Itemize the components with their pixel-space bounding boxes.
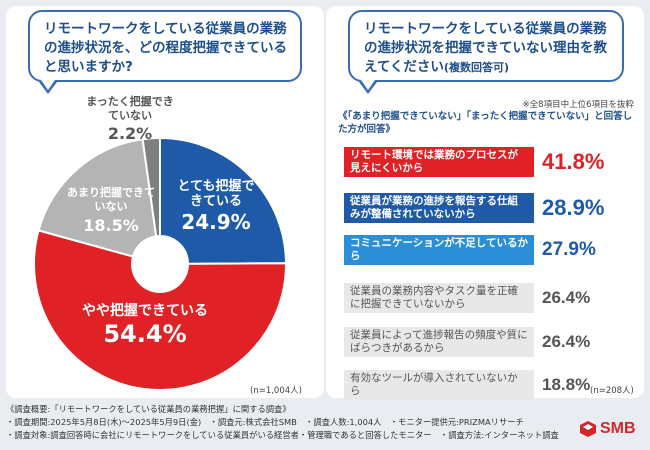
footer-line-3: ・調査対象:調査回答時に会社にリモートワークをしている従業員がいる経営者・管理職… bbox=[6, 430, 559, 440]
label-not-at-all-text: まったく把握できていない bbox=[86, 95, 174, 122]
label-not-much: あまり把握できていない 18.5% bbox=[66, 186, 156, 238]
slice-not-much bbox=[37, 138, 158, 258]
label-somewhat-text: やや把握できている bbox=[82, 303, 208, 319]
pie-n-note: (n=1,004人) bbox=[250, 386, 302, 396]
bar-row: 従業員の業務内容やタスク量を正確に把握できていないから 26.4% bbox=[344, 282, 590, 314]
bar-question-title: リモートワークをしている従業員の業務の進捗状況を把握できていない理由を教えてくだ… bbox=[348, 10, 624, 94]
label-somewhat-value: 54.4% bbox=[103, 320, 187, 348]
bar-value: 18.8% bbox=[542, 375, 591, 394]
bar-label: 従業員が業務の進捗を報告する仕組みが整備されていないから bbox=[344, 193, 534, 223]
bar-value: 28.9% bbox=[542, 195, 605, 220]
bar-label: 有効なツールが導入されていないから bbox=[344, 370, 534, 400]
label-very: とても把握できている 24.9% bbox=[174, 179, 258, 235]
slice-somewhat bbox=[33, 229, 287, 391]
bar-label: 従業員によって進捗報告の頻度や質にばらつきがあるから bbox=[344, 327, 534, 357]
bar-row: 従業員によって進捗報告の頻度や質にばらつきがあるから 26.4% bbox=[344, 326, 590, 358]
label-very-value: 24.9% bbox=[181, 210, 251, 234]
label-not-at-all: まったく把握できていない 2.2% bbox=[82, 95, 178, 145]
right-panel: リモートワークをしている従業員の業務の進捗状況を把握できていない理由を教えてくだ… bbox=[326, 6, 644, 401]
bar-value: 26.4% bbox=[542, 288, 591, 307]
bar-label: コミュニケーションが不足しているから bbox=[344, 235, 534, 265]
label-not-at-all-value: 2.2% bbox=[107, 124, 153, 143]
smb-logo-text: SMB bbox=[600, 420, 636, 437]
slice-not-at-all bbox=[141, 136, 161, 238]
slice-very bbox=[159, 136, 288, 265]
bar-title-small: (複数回答可) bbox=[443, 61, 509, 74]
footer-line-2: ・調査期間:2025年5月8日(木)〜2025年5月9日(金) ・調査元:株式会… bbox=[6, 417, 524, 427]
bar-row: 従業員が業務の進捗を報告する仕組みが整備されていないから 28.9% bbox=[344, 192, 604, 224]
survey-footer: 《調査概要:「リモートワークをしている従業員の業務把握」に関する調査》 ・調査期… bbox=[6, 403, 559, 442]
left-panel: リモートワークをしている従業員の業務の進捗状況を、どの程度把握できていると思いま… bbox=[6, 6, 324, 398]
pie-chart bbox=[33, 136, 288, 391]
bar-value: 26.4% bbox=[542, 332, 591, 351]
label-not-much-value: 18.5% bbox=[83, 216, 139, 235]
bar-row: 有効なツールが導入されていないから 18.8% bbox=[344, 369, 590, 401]
smb-logo: SMB bbox=[580, 420, 636, 438]
pie-question-title: リモートワークをしている従業員の業務の進捗状況を、どの程度把握できていると思いま… bbox=[28, 10, 302, 94]
label-very-text: とても把握できている bbox=[177, 179, 255, 209]
bar-label: リモート環境では業務のプロセスが見えにくいから bbox=[344, 147, 534, 177]
label-somewhat: やや把握できている 54.4% bbox=[50, 304, 240, 349]
bar-title-main: リモートワークをしている従業員の業務の進捗状況を把握できていない理由を教えてくだ… bbox=[364, 21, 607, 75]
bar-n-note: (n=208人) bbox=[590, 386, 634, 396]
top-items-note: ※全8項目中上位6項目を抜粋 bbox=[522, 100, 634, 110]
bar-value: 27.9% bbox=[542, 239, 596, 260]
bar-value: 41.8% bbox=[542, 149, 605, 174]
label-not-much-text: あまり把握できていない bbox=[67, 186, 155, 213]
smb-logo-mark-icon bbox=[580, 421, 596, 437]
bar-label: 従業員の業務内容やタスク量を正確に把握できていないから bbox=[344, 283, 534, 313]
bar-row: リモート環境では業務のプロセスが見えにくいから 41.8% bbox=[344, 146, 604, 178]
bar-row: コミュニケーションが不足しているから 27.9% bbox=[344, 234, 596, 266]
respondent-subtitle: 《「あまり把握できていない」「まったく把握できていない」と回答した方が回答》 bbox=[338, 111, 633, 135]
footer-line-1: 《調査概要:「リモートワークをしている従業員の業務把握」に関する調査》 bbox=[6, 404, 291, 414]
